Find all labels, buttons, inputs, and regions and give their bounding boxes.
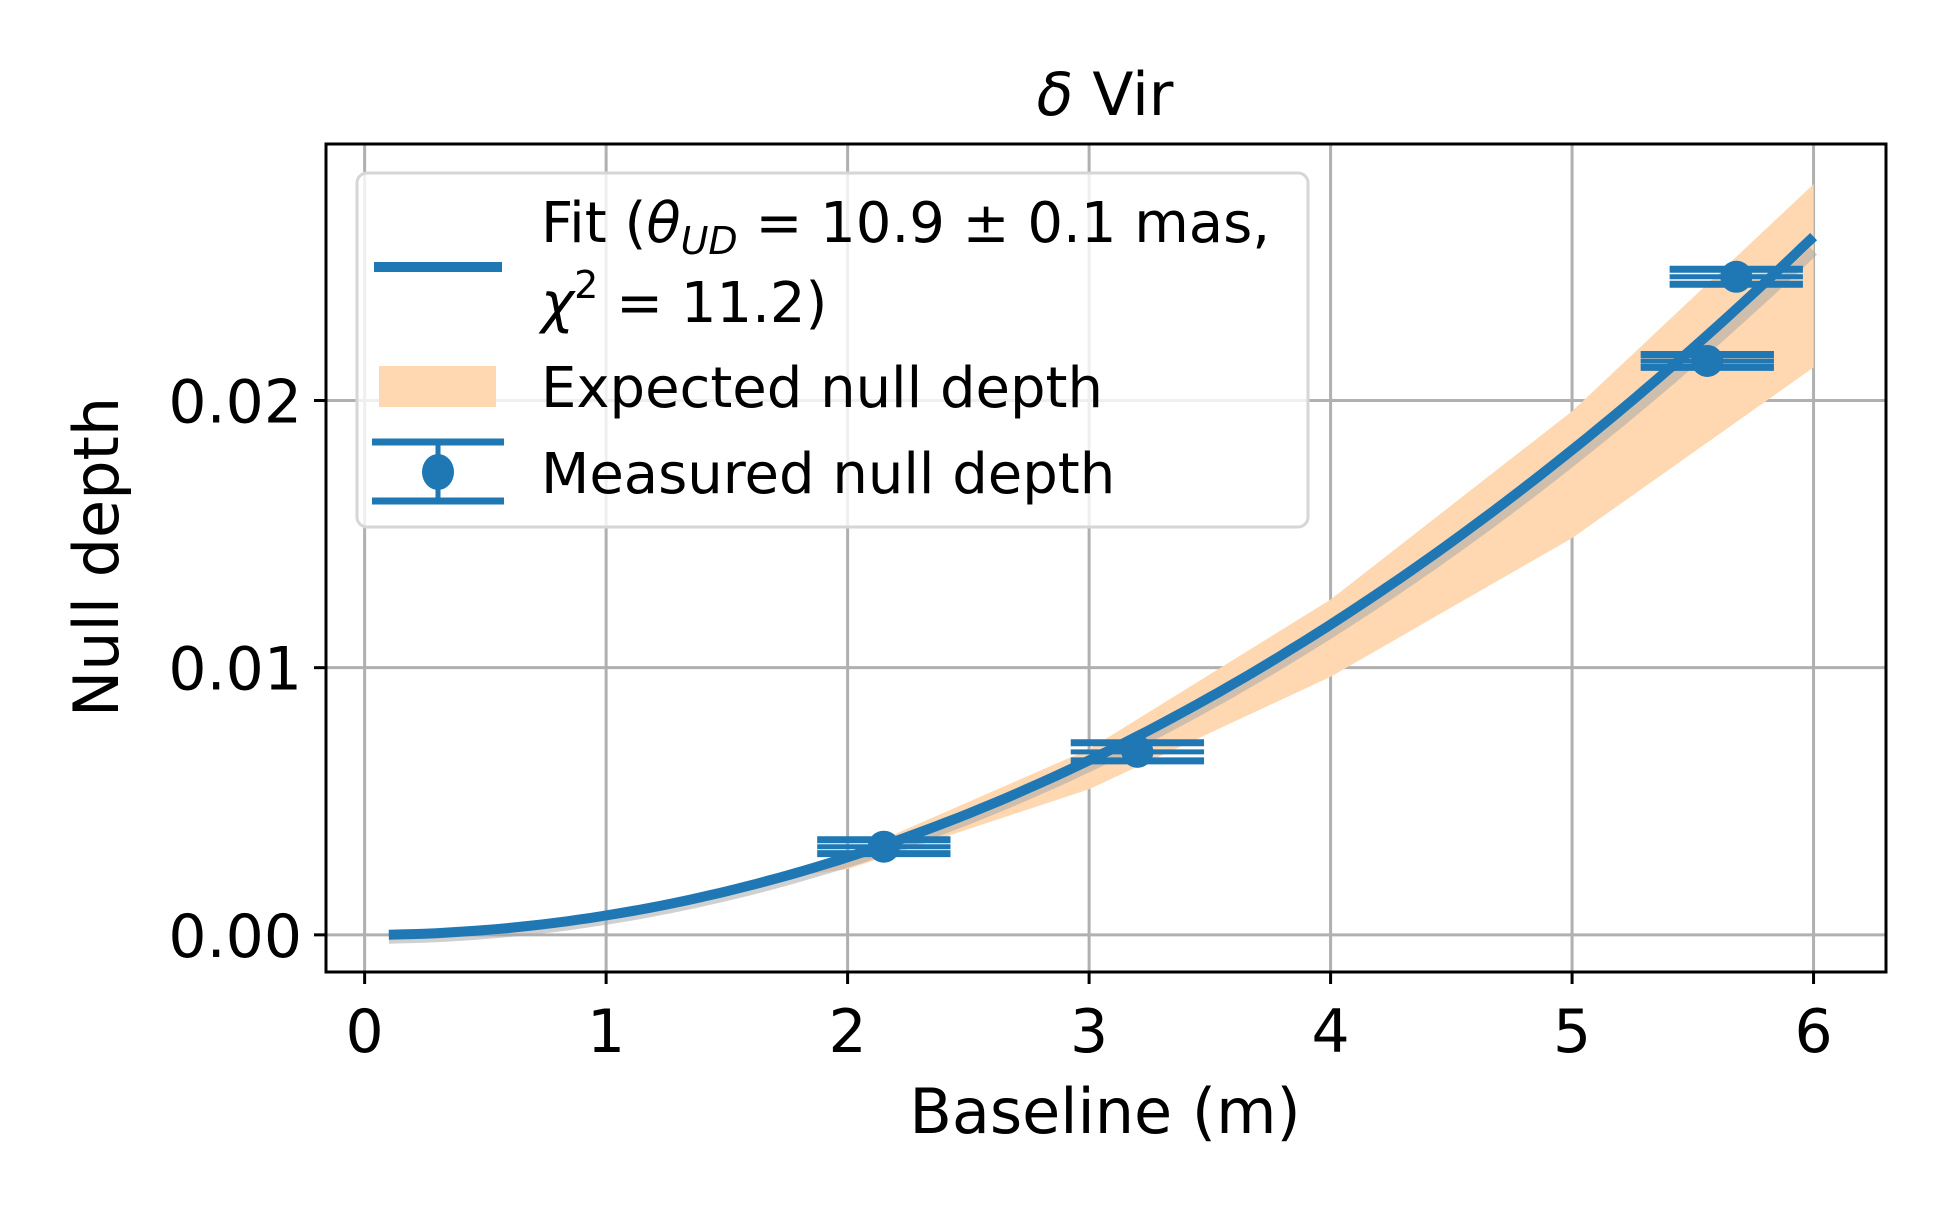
legend-marker-icon (422, 454, 454, 490)
y-axis-label: Null depth (60, 397, 133, 717)
legend-item-expected: Expected null depth (379, 356, 1103, 421)
measured-marker (1691, 344, 1724, 377)
legend-measured-label: Measured null depth (541, 442, 1115, 507)
y-axis-ticks: 0.00 0.01 0.02 (168, 367, 326, 972)
legend-box (355, 171, 1310, 529)
x-tick-label: 2 (829, 997, 867, 1067)
x-tick-label: 4 (1311, 997, 1349, 1067)
legend-expected-label: Expected null depth (541, 356, 1103, 421)
legend-expected-patch-icon (379, 366, 496, 407)
y-tick-label: 0.02 (168, 367, 302, 437)
x-tick-label: 6 (1794, 997, 1832, 1067)
y-tick-label: 0.01 (168, 635, 302, 705)
measured-point-4 (1669, 260, 1803, 293)
measured-marker (1720, 260, 1753, 293)
measured-point-2 (1070, 735, 1205, 768)
x-tick-label: 1 (587, 997, 625, 1067)
measured-marker (1121, 735, 1154, 768)
measured-points-layer (817, 260, 1803, 863)
x-axis-label: Baseline (m) (909, 1075, 1300, 1148)
x-axis-ticks: 0 1 2 3 4 5 6 (346, 972, 1833, 1067)
measured-point-1 (817, 830, 951, 863)
title-symbol: δ (1037, 60, 1074, 130)
measured-marker (867, 830, 900, 863)
x-tick-label: 5 (1553, 997, 1591, 1067)
x-tick-label: 3 (1070, 997, 1108, 1067)
legend-fit-label-line2: χ2 = 11.2) (538, 263, 827, 336)
fit-curve (388, 232, 1818, 940)
legend-item-fit: Fit (θUD = 10.9 ± 0.1 mas, χ2 = 11.2) (374, 191, 1270, 336)
measured-point-3 (1640, 344, 1774, 377)
legend-fit-label-line1: Fit (θUD = 10.9 ± 0.1 mas, (541, 191, 1270, 263)
legend: Fit (θUD = 10.9 ± 0.1 mas, χ2 = 11.2) Ex… (355, 171, 1310, 529)
chart-title: δ Vir (1037, 60, 1174, 130)
title-name: Vir (1073, 60, 1173, 130)
legend-item-measured: Measured null depth (372, 438, 1115, 507)
axes-frame (324, 142, 1888, 974)
y-tick-label: 0.00 (168, 902, 302, 972)
x-tick-label: 0 (346, 997, 384, 1067)
